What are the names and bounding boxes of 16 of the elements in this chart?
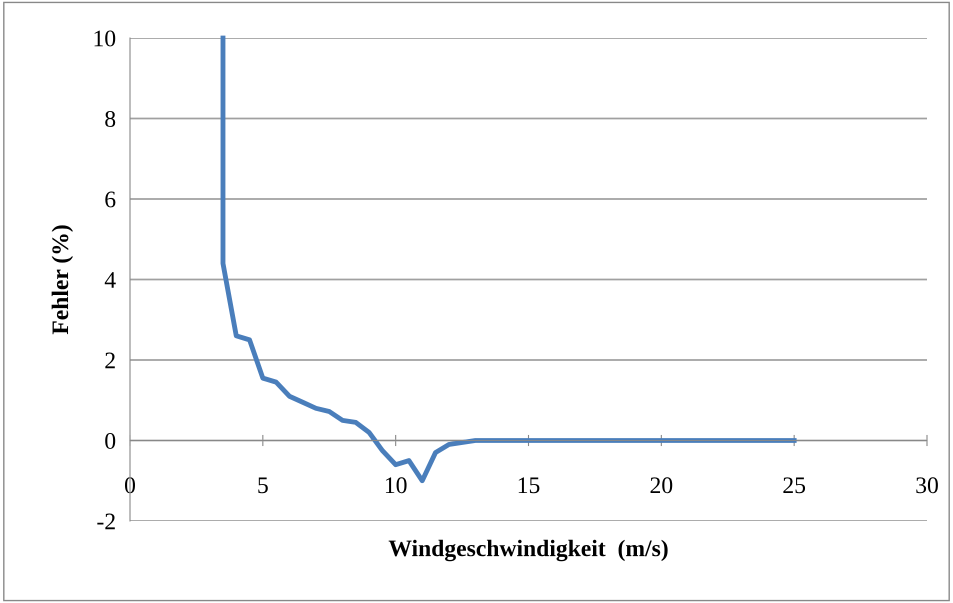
x-tick-label: 5	[258, 478, 268, 494]
y-tick-label: -2	[97, 514, 115, 530]
y-tick-label: 2	[105, 352, 115, 368]
x-tick-label: 0	[124, 477, 136, 494]
x-axis-title: Windgeschwindigkeit (m/s)	[388, 540, 668, 562]
x-tick-label: 20	[650, 477, 672, 494]
x-tick-label: 25	[783, 477, 806, 494]
y-tick-label: 4	[104, 272, 116, 288]
x-tick-label: 15	[518, 477, 540, 494]
y-axis-title: Fehler (%)	[52, 225, 74, 334]
y-tick-label: 8	[105, 110, 116, 127]
y-tick-label: 10	[94, 30, 116, 46]
y-tick-label: 0	[105, 432, 116, 449]
x-tick-label: 30	[916, 477, 938, 494]
x-tick-label: 10	[386, 477, 407, 494]
y-tick-label: 6	[105, 192, 116, 208]
